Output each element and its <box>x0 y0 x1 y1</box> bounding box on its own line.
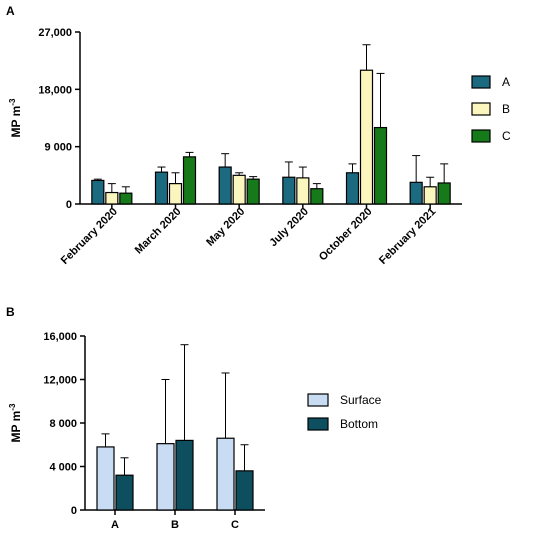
bar <box>345 172 360 205</box>
bar <box>115 474 134 511</box>
y-tick-label: 8 000 <box>49 418 77 430</box>
y-axis-label: MP m-3 <box>8 98 23 137</box>
bar <box>96 446 115 511</box>
bar <box>373 126 388 205</box>
bar <box>423 186 437 205</box>
x-tick-label: March 2020 <box>133 206 184 257</box>
y-tick-label: 4 000 <box>49 462 77 474</box>
bar <box>154 171 169 205</box>
legend-label: C <box>502 129 511 143</box>
bar <box>91 179 105 205</box>
bar <box>296 177 310 205</box>
bar <box>168 183 183 205</box>
y-tick-label: 0 <box>71 505 77 517</box>
y-tick-label: 16,000 <box>43 331 77 343</box>
x-tick-label: February 2021 <box>377 206 438 267</box>
bar <box>216 437 235 511</box>
legend-label: A <box>502 75 510 89</box>
legend-swatch <box>471 102 491 116</box>
legend-swatch <box>307 417 329 431</box>
bar <box>437 182 451 205</box>
bar <box>232 174 246 205</box>
panel-letter: A <box>6 4 15 18</box>
bar <box>218 166 232 205</box>
y-tick-label: 27,000 <box>38 27 72 39</box>
bar <box>175 439 194 511</box>
legend-label: B <box>502 102 510 116</box>
x-tick-label: May 2020 <box>204 206 247 249</box>
panel-a: A MP m-3 0 9 000 18,000 27,000 February 2020 Ma… <box>6 4 511 267</box>
y-tick-label: 0 <box>66 199 72 211</box>
y-tick-label: 18,000 <box>38 84 72 96</box>
panel-letter: B <box>6 305 15 319</box>
legend-label: Bottom <box>340 417 378 431</box>
legend-label: Surface <box>340 393 382 407</box>
y-axis-label: MP m-3 <box>8 403 23 442</box>
y-tick-label: 9 000 <box>44 142 72 154</box>
x-tick-label: B <box>171 519 179 531</box>
bar <box>156 443 175 511</box>
y-tick-label: 12,000 <box>43 375 77 387</box>
bar <box>282 176 296 205</box>
x-tick-label: July 2020 <box>267 206 311 250</box>
bar <box>182 156 197 205</box>
panel-b: B MP m-3 0 4 000 8 000 12,000 16,000 A B C Surface… <box>6 305 382 531</box>
legend-swatch <box>471 129 491 143</box>
bar <box>359 69 374 205</box>
bar <box>105 191 119 205</box>
x-tick-label: February 2020 <box>59 206 120 267</box>
x-tick-label: A <box>111 519 119 531</box>
legend-swatch <box>471 75 491 89</box>
x-tick-label: October 2020 <box>317 206 375 264</box>
x-tick-label: C <box>231 519 239 531</box>
bar <box>119 192 133 205</box>
bar <box>246 178 260 205</box>
bar <box>310 188 324 205</box>
legend-swatch <box>307 393 329 407</box>
bar <box>235 470 254 511</box>
bar <box>409 181 423 205</box>
